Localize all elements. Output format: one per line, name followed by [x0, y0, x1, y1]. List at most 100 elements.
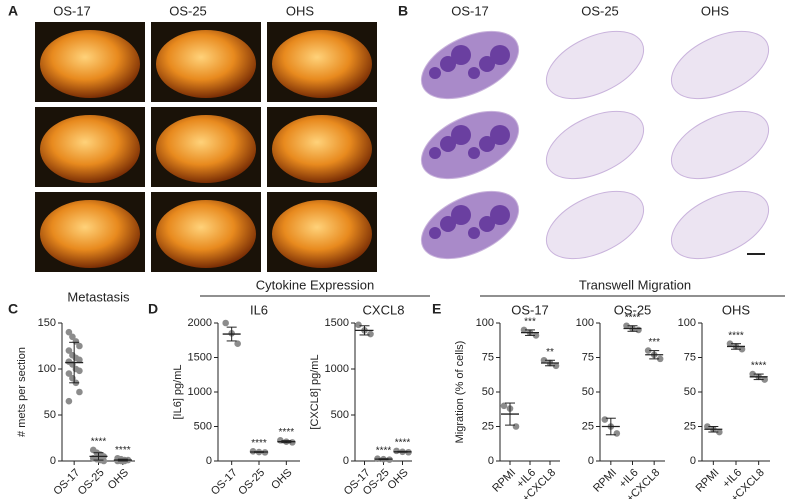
tumor-nodule: [468, 227, 480, 239]
data-point: [65, 328, 73, 336]
data-point: [716, 428, 723, 436]
data-point: [656, 355, 664, 363]
x-tick-label: OS-25: [76, 467, 107, 498]
panel-label: A: [8, 3, 18, 19]
significance-label: ****: [91, 437, 107, 448]
histology-section: [545, 190, 645, 260]
chart-title: IL6: [250, 302, 268, 317]
x-tick-label: RPMI: [694, 467, 722, 495]
data-point: [76, 342, 83, 350]
data-point: [76, 367, 83, 375]
data-point: [65, 347, 73, 354]
significance-label: ****: [115, 445, 131, 456]
significance-label: ****: [728, 330, 744, 341]
tumor-nodule: [468, 67, 480, 79]
data-point: [69, 333, 76, 341]
panel-label: E: [432, 301, 441, 317]
data-point: [100, 457, 108, 465]
column-title: OHS: [701, 3, 730, 18]
chart-title: OS-25: [614, 302, 652, 317]
y-tick-label: 1500: [188, 351, 212, 363]
x-tick-label: OHS: [269, 467, 294, 492]
y-tick-label: 500: [194, 420, 212, 432]
panel-label: D: [148, 301, 158, 317]
group-title: Cytokine Expression: [256, 277, 375, 292]
significance-label: **: [546, 347, 554, 358]
data-point: [65, 370, 73, 377]
y-tick-label: 1000: [188, 386, 212, 398]
group-title: Transwell Migration: [579, 277, 691, 292]
data-point: [623, 322, 630, 330]
y-tick-label: 0: [343, 455, 349, 467]
column-title: OS-17: [53, 3, 91, 18]
y-tick-label: 0: [206, 455, 212, 467]
lung-photo: [272, 30, 372, 98]
y-axis-label: [IL6] pg/mL: [172, 364, 184, 419]
y-tick-label: 100: [678, 317, 696, 329]
significance-label: ***: [648, 337, 660, 348]
data-point: [613, 430, 621, 437]
y-tick-label: 100: [476, 317, 494, 329]
y-tick-label: 25: [482, 420, 494, 432]
histology-section: [670, 190, 770, 260]
tumor-nodule: [451, 205, 471, 225]
y-tick-label: 150: [38, 317, 56, 329]
panel-label: B: [398, 3, 408, 19]
y-tick-label: 100: [38, 363, 56, 375]
data-point: [367, 330, 374, 338]
data-point: [644, 347, 652, 354]
data-point: [520, 326, 528, 334]
x-tick-label: RPMI: [591, 467, 619, 495]
column-title: OS-17: [451, 3, 489, 18]
panel-label: C: [8, 301, 18, 317]
data-point: [234, 340, 241, 348]
tumor-nodule: [468, 147, 480, 159]
chart-title: OHS: [722, 302, 751, 317]
histology-section: [545, 110, 645, 180]
y-tick-label: 1500: [325, 317, 349, 329]
histology-section: [420, 110, 520, 180]
data-point: [355, 321, 362, 329]
tumor-nodule: [429, 227, 441, 239]
lung-photo: [272, 115, 372, 183]
y-tick-label: 75: [582, 351, 594, 363]
y-tick-label: 100: [576, 317, 594, 329]
data-point: [749, 370, 756, 378]
tumor-nodule: [451, 45, 471, 65]
y-tick-label: 50: [44, 409, 56, 421]
y-tick-label: 75: [684, 351, 696, 363]
y-tick-label: 50: [482, 386, 494, 398]
histology-section: [670, 110, 770, 180]
data-point: [704, 423, 711, 430]
y-tick-label: 75: [482, 351, 494, 363]
tumor-nodule: [479, 56, 495, 72]
significance-label: ****: [625, 312, 641, 323]
tumor-nodule: [479, 136, 495, 152]
y-tick-label: 1000: [325, 363, 349, 375]
data-point: [500, 402, 508, 410]
lung-photo: [156, 200, 256, 268]
data-point: [635, 326, 642, 334]
histology-section: [670, 30, 770, 100]
lung-photo: [40, 30, 140, 98]
y-tick-label: 50: [684, 386, 696, 398]
tumor-nodule: [429, 67, 441, 79]
tumor-nodule: [490, 205, 510, 225]
lung-photo: [156, 30, 256, 98]
data-point: [249, 448, 257, 455]
lung-photo: [156, 115, 256, 183]
lung-photo: [40, 115, 140, 183]
y-axis-label: [CXCL8] pg/mL: [309, 354, 321, 429]
data-point: [76, 356, 83, 364]
data-point: [761, 376, 768, 383]
data-point: [738, 345, 746, 353]
chart-title: Metastasis: [67, 289, 130, 304]
significance-label: ****: [395, 438, 411, 449]
x-tick-label: OHS: [106, 467, 131, 492]
column-title: OS-25: [581, 3, 619, 18]
significance-label: ****: [251, 438, 267, 449]
y-tick-label: 0: [488, 455, 494, 467]
y-tick-label: 0: [50, 455, 56, 467]
tumor-nodule: [429, 147, 441, 159]
data-point: [76, 388, 83, 396]
